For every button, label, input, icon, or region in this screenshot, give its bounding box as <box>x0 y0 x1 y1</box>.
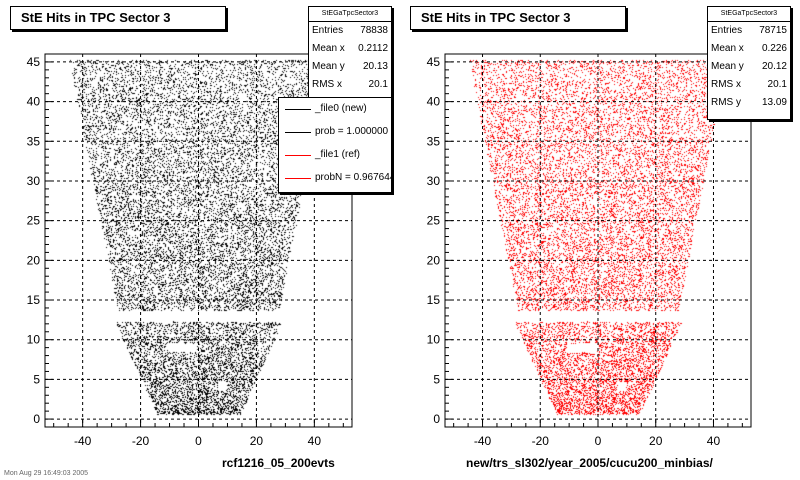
left-stats-rmsx: RMS x 20.1 <box>312 79 388 90</box>
pad1-ytick-label-0: 0 <box>433 412 440 426</box>
pad1-ytick-label-6: 30 <box>427 174 441 188</box>
right-stats-rmsx: RMS x 20.1 <box>711 79 787 90</box>
pad0-xtick-label-0: -40 <box>74 434 92 448</box>
pad1-ytick-label-5: 25 <box>427 214 441 228</box>
pad0-xtick-label-3: 20 <box>250 434 264 448</box>
right-stats-box: StEGaTpcSector3 Entries 78715 Mean x 0.226… <box>707 6 791 120</box>
pad0-xtick-label-4: 40 <box>308 434 322 448</box>
right-stats-rmsy: RMS y 13.09 <box>711 97 787 108</box>
legend-swatch-probn <box>285 178 311 179</box>
legend-entry-probn: probN = 0.967644 <box>279 167 391 190</box>
pad1-xtick-label-3: 20 <box>649 434 663 448</box>
pad1-ytick-label-3: 15 <box>427 293 441 307</box>
left-stats-entries: Entries 78838 <box>312 25 388 36</box>
footer-timestamp: Mon Aug 29 16:49:03 2005 <box>4 470 89 477</box>
pad1-xtick-label-1: -20 <box>532 434 550 448</box>
legend-box: _file0 (new) prob = 1.000000 _file1 (ref… <box>278 97 392 193</box>
pad1-ytick-label-8: 40 <box>427 95 441 109</box>
pad0-ytick-label-7: 35 <box>27 134 41 148</box>
right-stats-meany: Mean y 20.12 <box>711 61 787 72</box>
legend-entry-file1: _file1 (ref) <box>279 144 391 167</box>
pad1-ytick-label-7: 35 <box>427 134 441 148</box>
pad1-xtick-label-0: -40 <box>474 434 492 448</box>
right-stats-entries: Entries 78715 <box>711 25 787 36</box>
pad0-ytick-label-3: 15 <box>27 293 41 307</box>
legend-swatch-file0 <box>285 109 311 110</box>
legend-swatch-prob <box>285 132 311 133</box>
left-title-text: StE Hits in TPC Sector 3 <box>21 10 171 25</box>
legend-swatch-file1 <box>285 155 311 156</box>
pad0-ytick-label-9: 45 <box>27 55 41 69</box>
pad0-ytick-label-8: 40 <box>27 95 41 109</box>
pad0-xtick-label-1: -20 <box>132 434 150 448</box>
left-stats-meany: Mean y 20.13 <box>312 61 388 72</box>
right-chart-title: StE Hits in TPC Sector 3 <box>410 6 626 30</box>
pad1-ytick-label-9: 45 <box>427 55 441 69</box>
left-chart-title: StE Hits in TPC Sector 3 <box>10 6 226 30</box>
left-stats-meanx: Mean x 0.2112 <box>312 43 388 54</box>
pad0-ytick-label-4: 20 <box>27 253 41 267</box>
legend-entry-prob: prob = 1.000000 <box>279 121 391 144</box>
left-xaxis-caption: rcf1216_05_200evts <box>222 456 335 470</box>
pad0-xtick-label-2: 0 <box>195 434 202 448</box>
right-xaxis-caption: new/trs_sl302/year_2005/cucu200_minbias/ <box>466 456 713 470</box>
pad1-ytick-label-1: 5 <box>433 372 440 386</box>
right-title-text: StE Hits in TPC Sector 3 <box>421 10 571 25</box>
pad0-ytick-label-6: 30 <box>27 174 41 188</box>
pad0-ytick-label-0: 0 <box>33 412 40 426</box>
pad0-ytick-label-2: 10 <box>27 333 41 347</box>
pad1-xtick-label-2: 0 <box>595 434 602 448</box>
right-stats-meanx: Mean x 0.226 <box>711 43 787 54</box>
pad1-ytick-label-2: 10 <box>427 333 441 347</box>
pad0-ytick-label-5: 25 <box>27 214 41 228</box>
pad0-ytick-label-1: 5 <box>33 372 40 386</box>
left-stats-box: StEGaTpcSector3 Entries 78838 Mean x 0.211… <box>308 6 392 106</box>
left-stats-name: StEGaTpcSector3 <box>309 7 391 22</box>
pad1-ytick-label-4: 20 <box>427 253 441 267</box>
pad1-xtick-label-4: 40 <box>707 434 721 448</box>
legend-entry-file0: _file0 (new) <box>279 98 391 121</box>
right-stats-name: StEGaTpcSector3 <box>708 7 790 22</box>
